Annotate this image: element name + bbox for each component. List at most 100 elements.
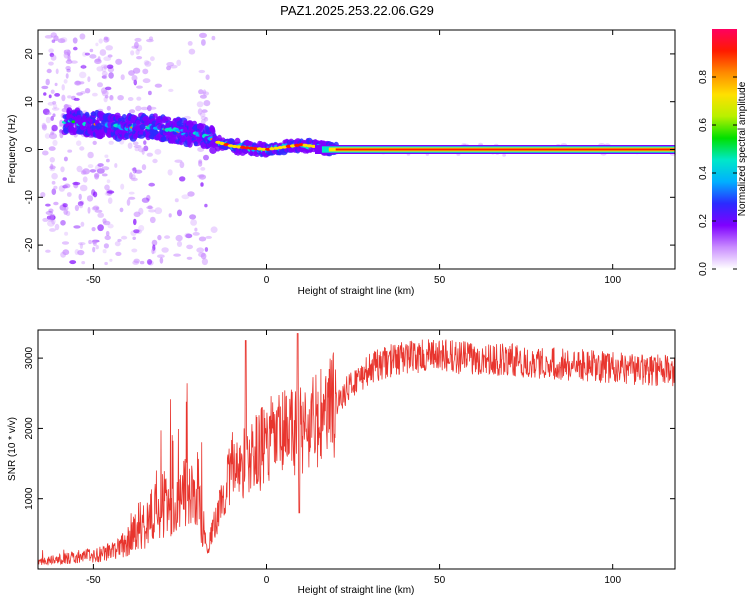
x-tick-label: -50 — [86, 575, 101, 586]
spectrum-noise-blob — [45, 210, 53, 215]
spectrum-noise-blob — [94, 209, 103, 213]
spectrum-noise-blob — [102, 249, 107, 254]
spectrum-noise-blob — [89, 54, 97, 59]
spectrum-noise-blob — [175, 234, 183, 242]
spectrum-noise-blob — [84, 88, 91, 94]
spectrum-noise-blob — [97, 163, 104, 167]
spectrum-noise-blob — [89, 48, 94, 53]
spectrum-signal-peak — [260, 147, 267, 151]
spectrum-noise-blob — [186, 244, 194, 250]
spectrum-noise-blob — [176, 209, 183, 217]
spectrum-noise-blob — [54, 223, 60, 231]
spectrum-signal-blob — [137, 134, 145, 139]
colorbar-tick-label: 0.2 — [698, 214, 709, 228]
spectrum-signal-peak — [215, 140, 221, 144]
spectrum-noise-blob — [200, 252, 207, 260]
spectrum-noise-blob — [61, 241, 70, 245]
spectrum-noise-blob — [41, 122, 47, 129]
spectrum-noise-blob — [138, 207, 144, 215]
spectrum-noise-blob — [134, 37, 142, 42]
spectrum-noise-blob — [58, 185, 65, 192]
spectrum-noise-blob — [107, 223, 114, 229]
spectrum-noise-blob — [126, 198, 131, 206]
spectrum-noise-blob — [97, 82, 103, 88]
chart-title: PAZ1.2025.253.22.06.G29 — [280, 3, 434, 18]
spectrum-noise-blob — [74, 204, 79, 212]
spectrogram-ylabel: Frequency (Hz) — [7, 115, 18, 184]
spectrum-noise-blob — [63, 183, 71, 189]
y-tick-label: 20 — [24, 48, 35, 60]
spectrum-noise-blob — [502, 153, 506, 157]
spectrum-noise-blob — [79, 146, 85, 151]
spectrum-noise-blob — [87, 206, 91, 214]
spectrum-noise-blob — [129, 109, 136, 114]
spectrum-noise-blob — [53, 201, 59, 206]
spectrum-noise-blob — [201, 258, 208, 266]
spectrum-noise-blob — [146, 152, 153, 157]
spectrum-noise-blob — [104, 184, 110, 191]
y-tick-label: -20 — [24, 237, 35, 252]
spectrum-noise-blob — [105, 230, 110, 237]
spectrum-noise-blob — [94, 58, 102, 65]
spectrum-noise-blob — [87, 164, 94, 169]
spectrum-noise-blob — [105, 86, 112, 91]
x-tick-label: 100 — [604, 275, 621, 286]
spectrum-noise-blob — [186, 256, 193, 260]
spectrum-signal-peak — [244, 146, 250, 150]
spectrum-noise-blob — [106, 105, 111, 111]
x-tick-label: 100 — [604, 575, 621, 586]
spectrum-noise-blob — [106, 64, 114, 69]
spectrum-noise-blob — [82, 51, 87, 57]
spectrum-noise-blob — [52, 101, 57, 105]
spectrum-noise-blob — [148, 182, 155, 187]
spectrum-noise-blob — [161, 247, 169, 253]
spectrum-noise-blob — [136, 96, 142, 101]
spectrum-noise-blob — [146, 194, 151, 201]
spectrum-noise-blob — [198, 236, 207, 242]
spectrum-noise-blob — [196, 247, 205, 253]
spectrum-noise-blob — [101, 166, 110, 171]
spectrum-signal-blob — [138, 131, 144, 136]
spectrum-noise-blob — [187, 41, 193, 46]
spectrum-noise-blob — [131, 75, 138, 82]
spectrum-noise-blob — [199, 112, 206, 118]
spectrum-noise-blob — [149, 106, 157, 110]
spectrum-noise-blob — [210, 226, 218, 233]
spectrum-noise-blob — [204, 117, 209, 122]
spectrum-signal-blob — [164, 116, 172, 122]
colorbar-tick-label: 0.0 — [698, 262, 709, 276]
spectrum-noise-blob — [189, 214, 197, 220]
spectrum-noise-blob — [63, 49, 71, 56]
spectrum-noise-blob — [133, 218, 137, 226]
spectrum-noise-blob — [93, 191, 98, 198]
spectrum-noise-blob — [203, 100, 211, 107]
spectrum-noise-blob — [154, 83, 163, 88]
spectrum-noise-blob — [53, 35, 59, 42]
spectrum-noise-blob — [50, 54, 57, 61]
spectrum-noise-blob — [55, 68, 59, 75]
spectrum-noise-blob — [51, 124, 58, 132]
spectrum-noise-blob — [157, 234, 162, 241]
spectrum-noise-blob — [117, 95, 124, 101]
spectrum-noise-blob — [57, 38, 66, 44]
spectrum-signal-peak — [277, 146, 284, 150]
y-tick-label: 2000 — [24, 417, 35, 440]
spectrum-noise-blob — [107, 197, 113, 204]
spectrum-noise-blob — [65, 65, 71, 71]
spectrum-noise-blob — [134, 147, 140, 152]
spectrum-noise-blob — [106, 179, 111, 184]
x-tick-label: 0 — [264, 575, 270, 586]
snr-series-line — [37, 333, 676, 566]
spectrum-noise-blob — [61, 84, 65, 91]
spectrum-noise-blob — [107, 54, 113, 58]
spectrum-noise-blob — [203, 154, 209, 161]
spectrum-noise-blob — [109, 95, 114, 100]
spectrum-noise-blob — [185, 233, 193, 239]
spectrum-noise-blob — [67, 58, 72, 62]
spectrum-signal-peak — [290, 144, 296, 148]
spectrum-noise-blob — [201, 39, 206, 46]
spectrum-noise-blob — [152, 158, 158, 164]
spectrum-noise-blob — [154, 207, 163, 215]
